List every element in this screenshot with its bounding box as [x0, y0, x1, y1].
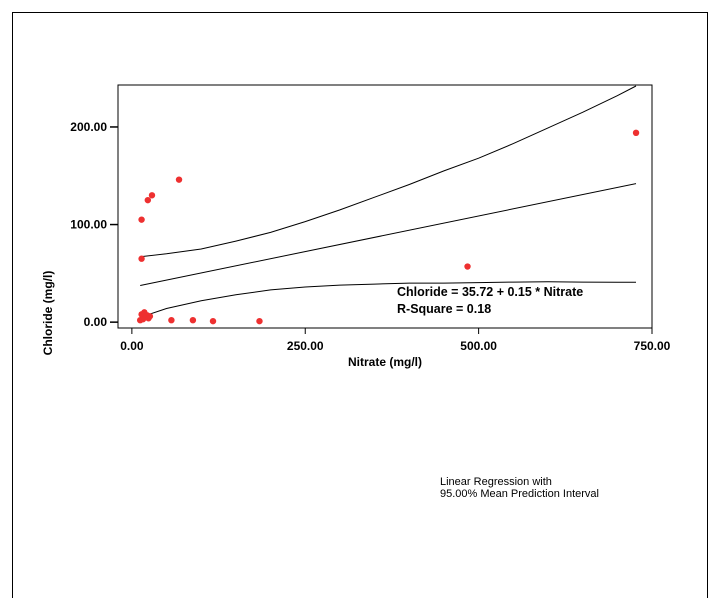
- x-tick-label: 250.00: [287, 339, 324, 353]
- data-point: [209, 317, 217, 325]
- x-tick-label: 500.00: [460, 339, 497, 353]
- data-point: [138, 255, 145, 262]
- data-point: [146, 313, 154, 320]
- legend-note-line2: 95.00% Mean Prediction Interval: [440, 488, 599, 500]
- regression-line: [140, 183, 637, 286]
- regression-equation: Chloride = 35.72 + 0.15 * Nitrate: [397, 285, 583, 299]
- data-point: [144, 196, 152, 204]
- data-point: [632, 129, 640, 137]
- data-point: [464, 263, 471, 270]
- y-tick-label: 100.00: [70, 218, 107, 232]
- chart-frame: [12, 12, 708, 598]
- lower-prediction-band: [140, 281, 636, 318]
- r-square-label: R-Square = 0.18: [397, 302, 491, 316]
- data-points: [136, 129, 640, 325]
- data-point: [175, 176, 183, 183]
- y-axis-title: Chloride (mg/l): [41, 271, 55, 356]
- data-point: [168, 316, 175, 324]
- data-point: [256, 317, 263, 325]
- x-tick-label: 0.00: [120, 339, 144, 353]
- y-tick-label: 0.00: [84, 315, 108, 329]
- y-tick-label: 200.00: [70, 120, 107, 134]
- upper-prediction-band: [140, 85, 637, 258]
- regression-curves: [140, 85, 637, 318]
- data-point: [189, 316, 197, 324]
- axes: 0.00 250.00 500.00 750.00 0.00 100.00 200.00: [70, 120, 670, 353]
- legend-note-line1: Linear Regression with: [440, 476, 552, 488]
- x-tick-label: 750.00: [634, 339, 671, 353]
- data-point: [148, 192, 156, 199]
- x-axis-title: Nitrate (mg/l): [348, 355, 422, 369]
- data-point: [138, 216, 145, 223]
- plot-area: [117, 84, 653, 329]
